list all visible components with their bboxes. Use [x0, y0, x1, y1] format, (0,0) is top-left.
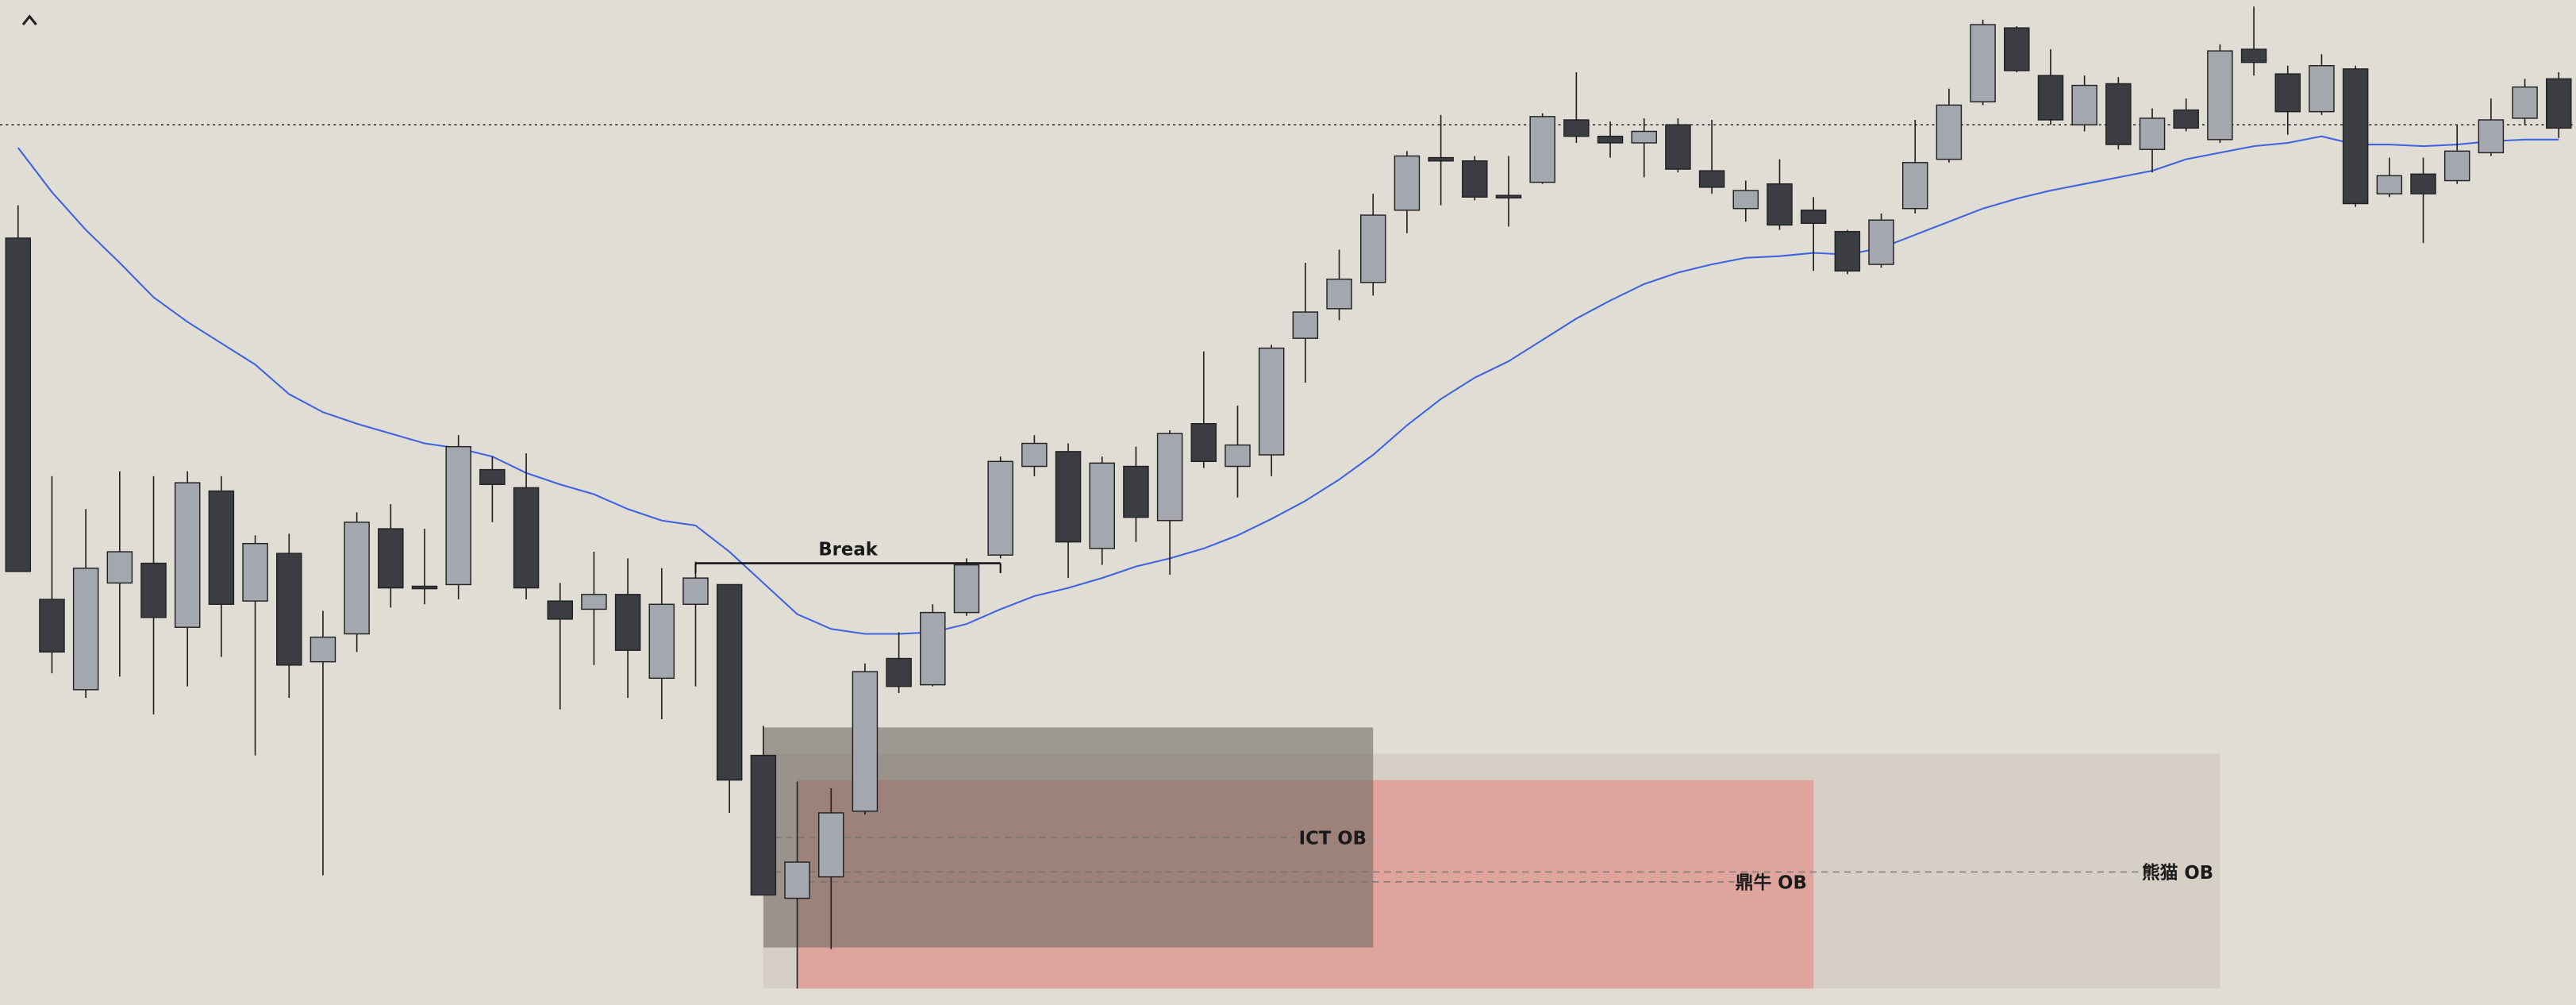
candle-body: [648, 603, 675, 680]
candle-body: [817, 812, 844, 878]
candle-body: [2478, 119, 2505, 154]
candle-body: [2410, 173, 2436, 194]
candle-body: [513, 487, 540, 589]
candle-body: [2071, 84, 2097, 125]
candle-body: [2309, 65, 2335, 113]
candle-body: [1225, 444, 1251, 468]
candle-body: [1394, 155, 1421, 211]
candle-body: [378, 528, 404, 589]
candle-body: [1292, 311, 1319, 339]
candle-body: [547, 600, 574, 620]
candle-body: [1936, 104, 1963, 160]
candle-body: [2274, 73, 2301, 113]
candle-body: [445, 445, 471, 586]
candle-body: [1156, 433, 1183, 522]
candle-body: [987, 460, 1013, 556]
candle-body: [5, 237, 32, 572]
candle-body: [2240, 48, 2267, 64]
candle-body: [2342, 68, 2369, 205]
candle-body: [716, 583, 743, 781]
candle-body: [2173, 109, 2199, 129]
candle-body: [1021, 442, 1048, 468]
candle-body: [106, 551, 133, 584]
candle-body: [2546, 78, 2572, 129]
candle-body: [174, 482, 201, 628]
candle-body: [750, 754, 777, 896]
candle-body: [2512, 86, 2538, 119]
candle-body: [1597, 135, 1624, 144]
zone-label: ICT OB: [1299, 829, 1367, 849]
zone-label: 鼎牛 OB: [1736, 872, 1807, 893]
zone-label: 熊猫 OB: [2142, 862, 2213, 884]
moving-average-line: [17, 135, 2559, 635]
candle-body: [1190, 422, 1217, 463]
candle-body: [1665, 124, 1691, 170]
candle-body: [614, 594, 641, 651]
candle-body: [1326, 278, 1352, 310]
candle-body: [2139, 117, 2166, 150]
candle-body: [1258, 347, 1285, 456]
candle-body: [140, 562, 167, 618]
candle-body: [1901, 162, 1928, 210]
candle-body: [953, 564, 980, 614]
candle-body: [2105, 83, 2132, 145]
candle-body: [2004, 27, 2030, 71]
candle-body: [242, 542, 268, 602]
candle-body: [1529, 116, 1555, 183]
candle-body: [1970, 24, 1996, 102]
candle-body: [344, 522, 370, 635]
candle-body: [1732, 190, 1759, 210]
candle-body: [1868, 219, 1894, 265]
candle-body: [276, 553, 302, 666]
candle-body: [784, 861, 810, 899]
candle-body: [310, 636, 336, 663]
candle-body: [479, 468, 506, 485]
candle-body: [1800, 210, 1827, 225]
break-label: Break: [818, 539, 878, 560]
candle-body: [1631, 130, 1657, 144]
candle-body: [1428, 156, 1454, 162]
candle-body: [2207, 50, 2233, 141]
collapse-toggle[interactable]: [21, 14, 37, 25]
candle-body: [886, 657, 912, 687]
candle-body: [39, 599, 65, 653]
candle-body: [852, 671, 879, 812]
candle-body: [1563, 119, 1590, 137]
candle-body: [208, 490, 235, 605]
candle-body: [581, 594, 607, 610]
candle-body: [2376, 175, 2403, 194]
candle-body: [1055, 451, 1082, 543]
candle-body: [1834, 230, 1861, 272]
candle-body: [920, 611, 946, 686]
candle-body: [1495, 194, 1522, 198]
candle-body: [72, 568, 99, 691]
candle-body: [1123, 465, 1149, 518]
candle-body: [1767, 183, 1793, 226]
candle-body: [1359, 214, 1386, 283]
candle-body: [1462, 160, 1488, 198]
candle-body: [411, 585, 438, 590]
candle-body: [1089, 462, 1115, 549]
candle-body: [2037, 75, 2064, 121]
candle-body: [2443, 150, 2470, 182]
candle-body: [682, 577, 709, 605]
candle-body: [1698, 170, 1725, 188]
